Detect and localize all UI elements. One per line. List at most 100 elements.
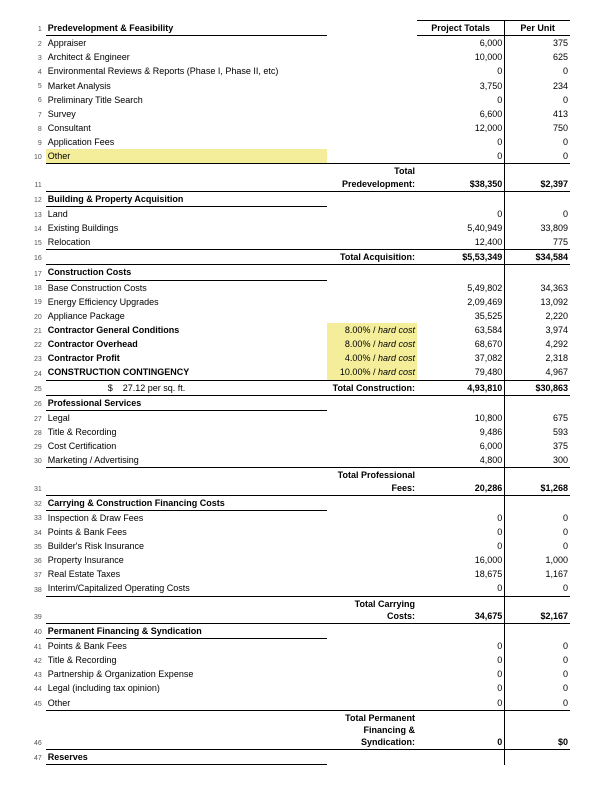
line-item: 35Builder's Risk Insurance00 — [30, 539, 570, 553]
per-unit: 34,363 — [505, 280, 570, 295]
project-total: 0 — [417, 206, 505, 221]
line-item: 2Appraiser6,000375 — [30, 36, 570, 51]
project-total: 68,670 — [417, 337, 505, 351]
per-unit: 593 — [505, 425, 570, 439]
total-label: Total Carrying Costs: — [327, 596, 417, 623]
per-unit: 675 — [505, 410, 570, 425]
per-unit: 775 — [505, 235, 570, 250]
per-unit: 0 — [505, 510, 570, 525]
section-title: Carrying & Construction Financing Costs — [46, 495, 327, 510]
per-unit: 0 — [505, 525, 570, 539]
project-total: 0 — [417, 149, 505, 164]
project-total: 79,480 — [417, 365, 505, 380]
item-label: Marketing / Advertising — [46, 453, 327, 468]
section-title: Professional Services — [46, 395, 327, 410]
per-unit: 2,318 — [505, 351, 570, 365]
per-unit: 375 — [505, 439, 570, 453]
line-item: 43Partnership & Organization Expense00 — [30, 667, 570, 681]
line-item: 8Consultant12,000750 — [30, 121, 570, 135]
line-item: 21Contractor General Conditions8.00% / h… — [30, 323, 570, 337]
item-label: Appliance Package — [46, 309, 327, 323]
project-total: 37,082 — [417, 351, 505, 365]
section-total: 16Total Acquisition:$5,53,349$34,584 — [30, 250, 570, 265]
project-total: 4,800 — [417, 453, 505, 468]
line-item: 45Other00 — [30, 696, 570, 711]
item-label: Contractor Overhead — [46, 337, 327, 351]
item-label: Real Estate Taxes — [46, 567, 327, 581]
total-label: Total Acquisition: — [327, 250, 417, 265]
per-unit: 300 — [505, 453, 570, 468]
project-total: 3,750 — [417, 79, 505, 93]
section-title: Reserves — [46, 750, 327, 765]
item-label: Title & Recording — [46, 425, 327, 439]
budget-table: 1 Predevelopment & Feasibility Project T… — [30, 20, 570, 765]
per-unit: 0 — [505, 206, 570, 221]
item-label: Other — [46, 696, 327, 711]
section-total: 11Total Predevelopment:$38,350$2,397 — [30, 164, 570, 191]
item-label: Relocation — [46, 235, 327, 250]
project-total: 12,400 — [417, 235, 505, 250]
project-total: 16,000 — [417, 553, 505, 567]
item-label: Architect & Engineer — [46, 50, 327, 64]
project-total: 63,584 — [417, 323, 505, 337]
project-total: 5,40,949 — [417, 221, 505, 235]
project-total: 6,000 — [417, 439, 505, 453]
item-label: Contractor Profit — [46, 351, 327, 365]
per-unit: 0 — [505, 639, 570, 654]
line-item: 28Title & Recording9,486593 — [30, 425, 570, 439]
section-title: Permanent Financing & Syndication — [46, 623, 327, 638]
per-unit: 0 — [505, 149, 570, 164]
per-unit: 4,967 — [505, 365, 570, 380]
per-unit: 0 — [505, 93, 570, 107]
item-label: Base Construction Costs — [46, 280, 327, 295]
project-total: 0 — [417, 64, 505, 78]
section-total: 39Total Carrying Costs:34,675$2,167 — [30, 596, 570, 623]
project-total: 0 — [417, 135, 505, 149]
project-total: 0 — [417, 581, 505, 596]
line-item: 20Appliance Package35,5252,220 — [30, 309, 570, 323]
item-label: Environmental Reviews & Reports (Phase I… — [46, 64, 327, 78]
line-item: 13Land00 — [30, 206, 570, 221]
item-label: Existing Buildings — [46, 221, 327, 235]
col-header-pu: Per Unit — [505, 21, 570, 36]
line-item: 37Real Estate Taxes18,6751,167 — [30, 567, 570, 581]
project-total: 10,000 — [417, 50, 505, 64]
line-item: 34Points & Bank Fees00 — [30, 525, 570, 539]
item-label: Survey — [46, 107, 327, 121]
item-label: CONSTRUCTION CONTINGENCY — [46, 365, 327, 380]
row-num: 1 — [30, 21, 46, 36]
item-label: Other — [46, 149, 327, 164]
project-total: 0 — [417, 93, 505, 107]
line-item: 44Legal (including tax opinion)00 — [30, 681, 570, 695]
item-label: Points & Bank Fees — [46, 525, 327, 539]
per-unit: 413 — [505, 107, 570, 121]
item-label: Appraiser — [46, 36, 327, 51]
project-total: 18,675 — [417, 567, 505, 581]
item-label: Energy Efficiency Upgrades — [46, 295, 327, 309]
line-item: 36Property Insurance16,0001,000 — [30, 553, 570, 567]
line-item: 10Other00 — [30, 149, 570, 164]
project-total: 0 — [417, 510, 505, 525]
line-item: 3Architect & Engineer10,000625 — [30, 50, 570, 64]
item-label: Land — [46, 206, 327, 221]
per-unit: 0 — [505, 581, 570, 596]
item-label: Points & Bank Fees — [46, 639, 327, 654]
total-label: Total Predevelopment: — [327, 164, 417, 191]
per-unit: 625 — [505, 50, 570, 64]
line-item: 18Base Construction Costs5,49,80234,363 — [30, 280, 570, 295]
section-total: 31Total Professional Fees:20,286$1,268 — [30, 468, 570, 495]
project-total: 0 — [417, 525, 505, 539]
line-item: 24CONSTRUCTION CONTINGENCY10.00% / hard … — [30, 365, 570, 380]
per-unit: 0 — [505, 696, 570, 711]
per-unit: 0 — [505, 539, 570, 553]
line-item: 41Points & Bank Fees00 — [30, 639, 570, 654]
line-item: 33Inspection & Draw Fees00 — [30, 510, 570, 525]
item-label: Market Analysis — [46, 79, 327, 93]
line-item: 27Legal10,800675 — [30, 410, 570, 425]
per-unit: 234 — [505, 79, 570, 93]
item-label: Builder's Risk Insurance — [46, 539, 327, 553]
item-label: Property Insurance — [46, 553, 327, 567]
col-header-pt: Project Totals — [417, 21, 505, 36]
line-item: 30Marketing / Advertising4,800300 — [30, 453, 570, 468]
per-unit: 375 — [505, 36, 570, 51]
